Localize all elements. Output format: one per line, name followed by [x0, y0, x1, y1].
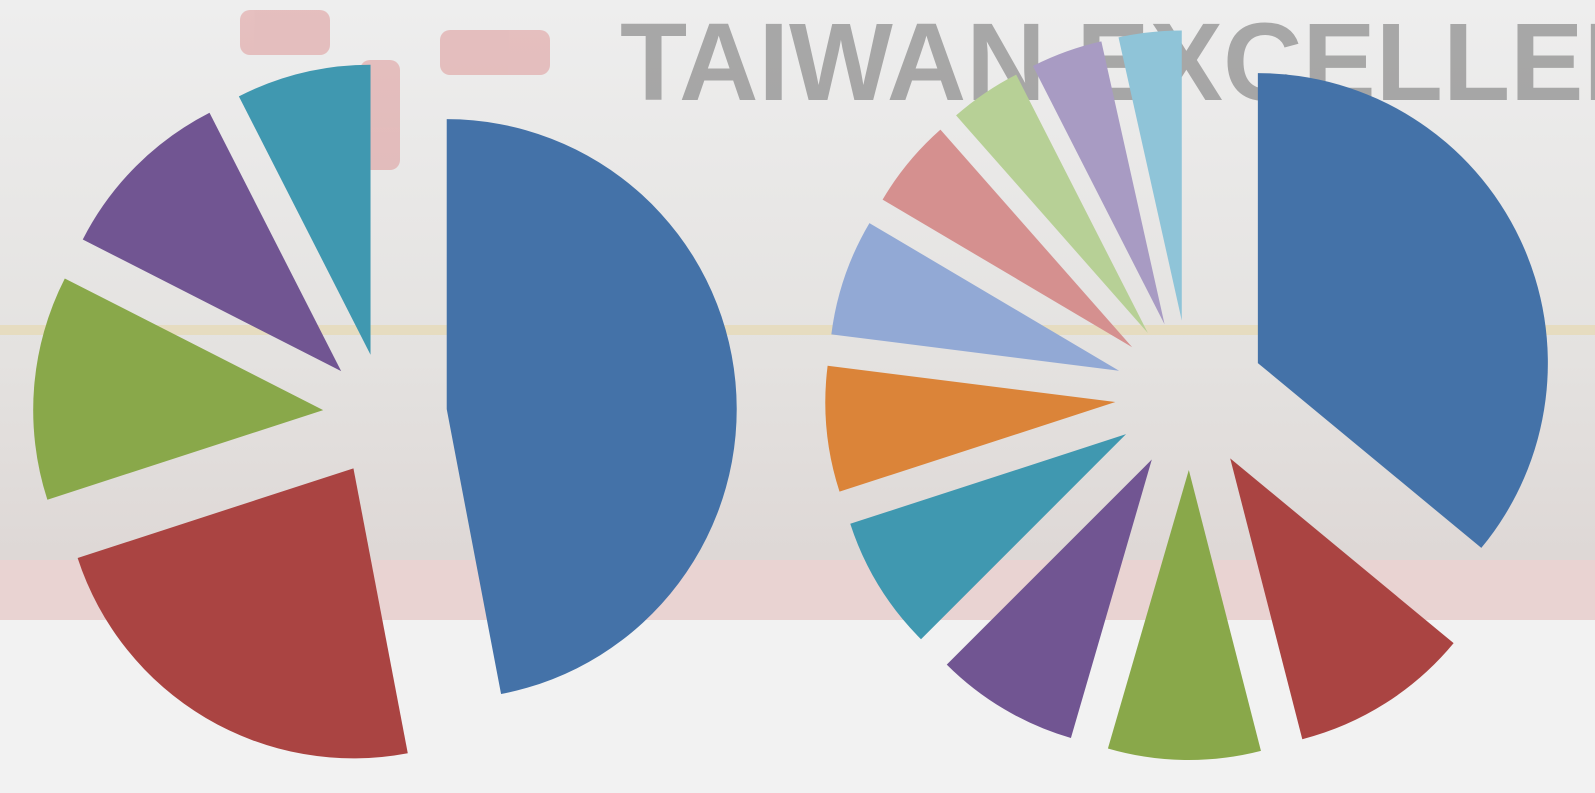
slide: TAIWAN EXCELLENC — [0, 0, 1595, 793]
